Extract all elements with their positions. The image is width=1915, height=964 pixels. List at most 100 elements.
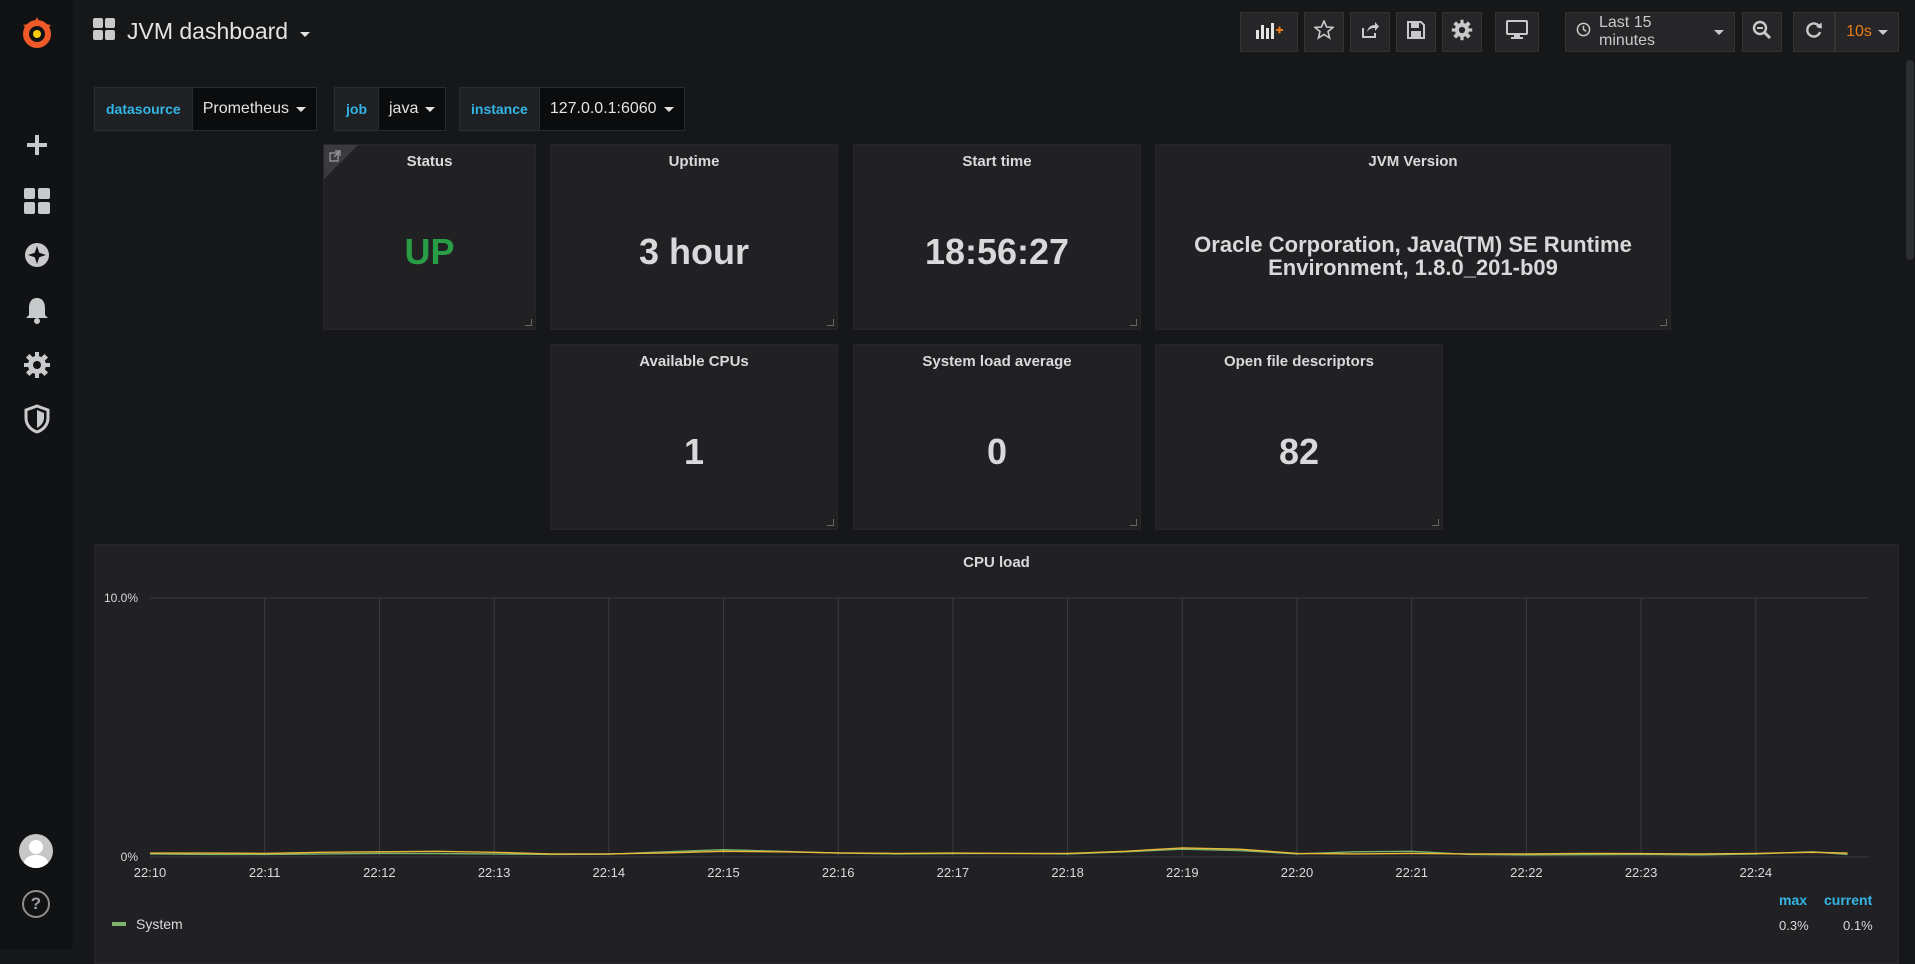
panel-system-load[interactable]: System load average 0 — [853, 344, 1141, 530]
time-range-label: Last 15 minutes — [1599, 14, 1656, 49]
panel-start-time[interactable]: Start time 18:56:27 — [853, 144, 1141, 330]
save-dashboard-button[interactable] — [1396, 12, 1436, 52]
variable-label: datasource — [94, 87, 193, 131]
panel-jvm-version[interactable]: JVM Version Oracle Corporation, Java(TM)… — [1155, 144, 1671, 330]
variable-instance-select[interactable]: 127.0.0.1:6060 — [539, 87, 685, 131]
grafana-logo-icon[interactable] — [0, 12, 73, 54]
panel-title: Uptime — [668, 153, 720, 170]
page-scrollbar[interactable] — [1906, 60, 1914, 260]
panel-cpu-load[interactable]: CPU load — [94, 544, 1899, 964]
x-tick-label: 22:13 — [478, 865, 511, 880]
clock-icon — [1576, 22, 1591, 42]
variable-job: job java — [334, 87, 447, 131]
refresh-interval-label: 10s — [1846, 23, 1872, 40]
panel-resize-handle[interactable] — [1432, 519, 1439, 526]
help-icon[interactable]: ? — [22, 890, 50, 918]
system-load-value: 0 — [986, 431, 1008, 472]
sidebar: ? — [0, 0, 73, 949]
panel-resize-handle[interactable] — [525, 319, 532, 326]
alerting-bell-icon[interactable] — [0, 290, 73, 330]
panel-uptime[interactable]: Uptime 3 hour — [550, 144, 838, 330]
x-tick-label: 22:21 — [1395, 865, 1428, 880]
panel-title: Available CPUs — [639, 353, 749, 370]
x-tick-label: 22:15 — [707, 865, 740, 880]
dashboard-settings-button[interactable] — [1442, 12, 1482, 52]
panel-available-cpus[interactable]: Available CPUs 1 — [550, 344, 838, 530]
chevron-down-icon — [425, 106, 436, 112]
star-dashboard-button[interactable] — [1304, 12, 1344, 52]
panel-title: CPU load — [963, 554, 1030, 571]
uptime-value: 3 hour — [638, 231, 749, 272]
add-panel-icon — [1254, 20, 1284, 45]
panel-open-fds[interactable]: Open file descriptors 82 — [1155, 344, 1443, 530]
external-link-icon[interactable] — [329, 149, 341, 167]
time-range-picker[interactable]: Last 15 minutes — [1565, 12, 1735, 52]
variable-instance: instance 127.0.0.1:6060 — [459, 87, 685, 131]
x-tick-label: 22:18 — [1051, 865, 1084, 880]
panel-resize-handle[interactable] — [1130, 319, 1137, 326]
variable-datasource-select[interactable]: Prometheus — [192, 87, 317, 131]
configuration-gear-icon[interactable] — [0, 345, 73, 385]
panel-title: Start time — [962, 153, 1032, 170]
x-tick-label: 22:16 — [822, 865, 855, 880]
x-tick-label: 22:22 — [1510, 865, 1543, 880]
variable-job-select[interactable]: java — [379, 87, 447, 131]
jvm-version-value: Oracle Corporation, Java(TM) SE Runtime … — [1156, 233, 1670, 279]
panel-status[interactable]: Status UP — [323, 144, 536, 330]
variable-label: job — [334, 87, 379, 131]
open-fds-value: 82 — [1278, 431, 1320, 472]
variable-value: 127.0.0.1:6060 — [549, 100, 657, 117]
variable-datasource: datasource Prometheus — [94, 87, 317, 131]
panel-resize-handle[interactable] — [827, 319, 834, 326]
x-tick-label: 22:12 — [363, 865, 396, 880]
legend-series-name: System — [136, 916, 183, 932]
dashboard-grid-icon — [93, 18, 115, 45]
x-tick-label: 22:10 — [134, 865, 167, 880]
legend-value-current: 0.1% — [1843, 918, 1873, 933]
add-panel-button[interactable] — [1240, 12, 1298, 52]
panel-resize-handle[interactable] — [1130, 519, 1137, 526]
cpu-load-chart[interactable]: 0% 10.0% 22:10 22:11 22:12 22:13 22:14 22:15 22:… — [94, 580, 1899, 890]
jvm-version-line-2: Environment, 1.8.0_201-b09 — [1268, 255, 1558, 280]
dashboard-title-picker[interactable]: JVM dashboard — [93, 18, 311, 45]
variable-value: java — [389, 100, 419, 117]
x-tick-label: 22:20 — [1281, 865, 1314, 880]
panel-title: Open file descriptors — [1223, 353, 1375, 370]
server-admin-shield-icon[interactable] — [0, 399, 73, 439]
y-tick-label: 0% — [121, 850, 139, 864]
refresh-button[interactable] — [1793, 12, 1835, 52]
legend-header-current[interactable]: current — [1824, 892, 1873, 908]
x-tick-label: 22:24 — [1740, 865, 1773, 880]
zoom-out-button[interactable] — [1742, 12, 1782, 52]
start-time-value: 18:56:27 — [924, 231, 1070, 272]
available-cpus-value: 1 — [683, 431, 705, 472]
panel-resize-handle[interactable] — [827, 519, 834, 526]
zoom-out-icon — [1752, 20, 1772, 45]
dashboard-title: JVM dashboard — [127, 18, 289, 44]
legend-item-system[interactable]: System — [112, 916, 183, 932]
legend-swatch — [112, 922, 126, 926]
user-avatar[interactable] — [19, 834, 53, 868]
legend-value-max: 0.3% — [1779, 918, 1809, 933]
refresh-interval-picker[interactable]: 10s — [1835, 12, 1899, 52]
top-navbar: JVM dashboard Last 15 minutes — [73, 0, 1915, 66]
dashboards-icon[interactable] — [0, 181, 73, 221]
chevron-down-icon — [1877, 29, 1888, 35]
x-tick-label: 22:23 — [1625, 865, 1658, 880]
chevron-down-icon — [295, 106, 306, 112]
legend-header-max[interactable]: max — [1779, 892, 1808, 908]
panel-title: System load average — [922, 353, 1072, 370]
explore-compass-icon[interactable] — [0, 235, 73, 275]
status-value: UP — [404, 231, 455, 272]
x-tick-label: 22:17 — [937, 865, 970, 880]
variable-value: Prometheus — [202, 100, 289, 117]
panel-resize-handle[interactable] — [1660, 319, 1667, 326]
variable-label: instance — [459, 87, 540, 131]
panel-title: Status — [406, 153, 453, 170]
chevron-down-icon — [1714, 29, 1724, 35]
create-plus-icon[interactable] — [0, 125, 73, 165]
gear-icon — [1451, 19, 1473, 46]
view-mode-tv-button[interactable] — [1495, 12, 1539, 52]
share-dashboard-button[interactable] — [1350, 12, 1390, 52]
share-icon — [1360, 20, 1380, 45]
